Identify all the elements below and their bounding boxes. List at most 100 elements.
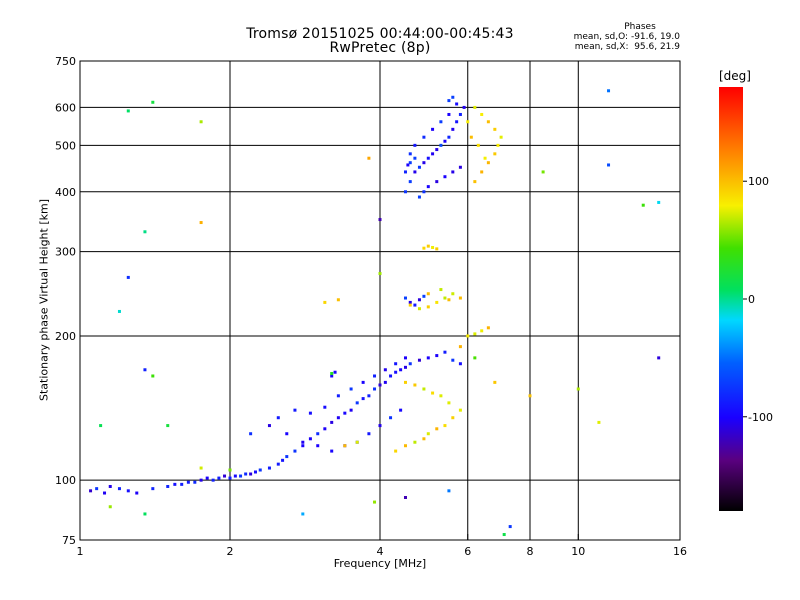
data-point (403, 444, 407, 448)
data-point (473, 105, 477, 109)
colorbar-tick-label: -100 (748, 411, 773, 424)
data-point (89, 489, 93, 493)
data-point (541, 170, 545, 174)
data-point (439, 143, 443, 147)
data-point (378, 218, 382, 222)
data-point (480, 112, 484, 116)
data-point (228, 468, 232, 472)
data-point (316, 444, 320, 448)
data-point (408, 180, 412, 184)
phase-legend-line-x: mean, sd,X: 95.6, 21.9 (574, 42, 680, 52)
y-tick-label: 400 (55, 186, 76, 199)
data-point (458, 345, 462, 349)
data-point (422, 135, 426, 139)
data-point (343, 411, 347, 415)
data-point (383, 380, 387, 384)
data-point (422, 161, 426, 165)
data-point (301, 440, 305, 444)
data-point (458, 362, 462, 366)
data-point (493, 152, 497, 156)
data-point (143, 230, 147, 234)
data-point (422, 387, 426, 391)
data-point (199, 221, 203, 225)
data-point (499, 135, 503, 139)
data-point (316, 432, 320, 436)
data-point (422, 437, 426, 441)
data-point (657, 200, 661, 204)
data-point (439, 394, 443, 398)
data-point (403, 380, 407, 384)
data-point (480, 170, 484, 174)
data-point (435, 247, 439, 251)
data-point (330, 374, 334, 378)
data-point (439, 288, 443, 292)
data-point (394, 370, 398, 374)
data-point (249, 432, 253, 436)
data-point (323, 300, 327, 304)
data-point (403, 365, 407, 369)
data-point (117, 309, 121, 313)
data-point (426, 432, 430, 436)
data-point (166, 424, 170, 428)
data-point (408, 362, 412, 366)
phase-legend: Phases mean, sd,O: -91.6, 19.0 mean, sd,… (560, 22, 680, 52)
data-point (394, 449, 398, 453)
data-point (413, 303, 417, 307)
data-point (378, 383, 382, 387)
data-point (95, 487, 99, 491)
data-point (323, 405, 327, 409)
data-point (330, 371, 334, 375)
data-point (389, 374, 393, 378)
data-point (308, 411, 312, 415)
data-point (199, 466, 203, 470)
data-point (657, 356, 661, 360)
data-point (267, 424, 271, 428)
data-point (426, 305, 430, 309)
data-point (276, 462, 280, 466)
data-point (576, 387, 580, 391)
data-point (435, 148, 439, 152)
data-point (223, 474, 227, 478)
data-point (493, 380, 497, 384)
data-point (466, 120, 470, 124)
data-point (249, 472, 253, 476)
x-axis-label: Frequency [MHz] (333, 557, 427, 570)
data-point (486, 326, 490, 330)
data-point (267, 466, 271, 470)
data-point (607, 163, 611, 167)
y-tick-label: 750 (55, 55, 76, 68)
data-point (330, 449, 334, 453)
data-point (333, 370, 337, 374)
data-point (451, 358, 455, 362)
data-point (330, 420, 334, 424)
data-point (408, 152, 412, 156)
data-point (422, 190, 426, 194)
tick-labels: 1 2 4 6 8 10 16 75 100 200 300 400 500 600 750 (55, 55, 687, 558)
colorbar-ticks: 100 0 -100 (743, 175, 773, 424)
data-point (103, 491, 107, 495)
data-point (451, 127, 455, 131)
data-point (480, 329, 484, 333)
colorbar-tick-label: 0 (748, 293, 755, 306)
data-point (373, 387, 377, 391)
data-point (528, 394, 532, 398)
data-point (597, 420, 601, 424)
y-tick-label: 500 (55, 139, 76, 152)
data-point (378, 272, 382, 276)
phase-legend-line-o: mean, sd,O: -91.6, 19.0 (573, 32, 680, 42)
data-point (173, 482, 177, 486)
data-point (413, 156, 417, 160)
data-point (486, 120, 490, 124)
data-point (426, 244, 430, 248)
data-point (361, 380, 365, 384)
data-point (108, 505, 112, 509)
data-point (199, 478, 203, 482)
y-tick-label: 600 (55, 101, 76, 114)
data-point (403, 296, 407, 300)
data-point (486, 161, 490, 165)
data-point (443, 296, 447, 300)
data-point (258, 468, 262, 472)
data-point (253, 470, 257, 474)
data-point (151, 374, 155, 378)
data-point (389, 416, 393, 420)
